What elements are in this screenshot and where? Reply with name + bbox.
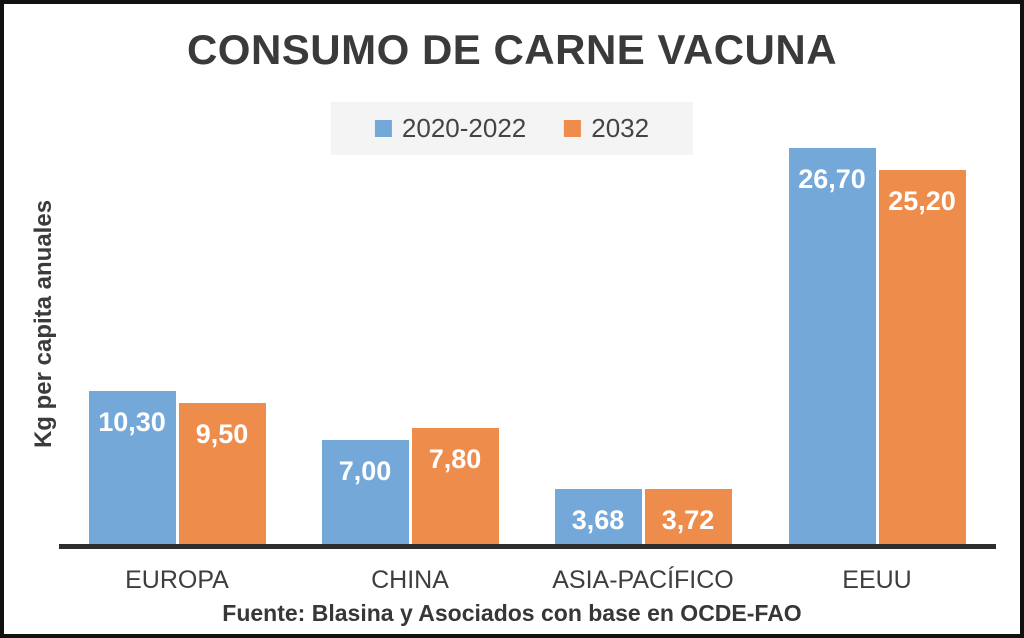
legend: 2020-2022 2032 — [330, 102, 694, 155]
bar-2032-china: 7,80 — [411, 428, 499, 544]
bar-2020-2022-europa: 10,30 — [88, 391, 176, 544]
bar-value-label: 7,80 — [428, 444, 482, 475]
bar-value-label: 3,72 — [661, 504, 715, 535]
x-axis-line — [59, 544, 996, 549]
legend-label-2020-2022: 2020-2022 — [401, 113, 527, 143]
bar-value-label: 10,30 — [98, 407, 166, 438]
bar-value-label: 9,50 — [195, 419, 249, 450]
bar-value-label: 7,00 — [338, 456, 392, 487]
x-axis-category-europa: EUROPA — [125, 566, 229, 594]
bar-2032-asia-pacífico: 3,72 — [644, 488, 732, 544]
chart-title: CONSUMO DE CARNE VACUNA — [186, 26, 838, 73]
legend-label-2032: 2032 — [591, 113, 650, 143]
bar-2020-2022-asia-pacífico: 3,68 — [554, 489, 642, 544]
bar-value-label: 26,70 — [798, 164, 866, 195]
bar-2020-2022-eeuu: 26,70 — [788, 148, 876, 544]
plot-area: 10,30 9,50 EUROPA 7,00 7,80 CHINA 3,68 3,72 ASIA… — [4, 4, 1020, 634]
x-axis-category-eeuu: EEUU — [842, 566, 912, 594]
bar-2032-eeuu: 25,20 — [878, 170, 966, 544]
legend-item-2032: 2032 — [564, 113, 649, 144]
legend-swatch-orange-icon — [564, 120, 582, 137]
bar-2020-2022-china: 7,00 — [321, 440, 409, 544]
legend-swatch-blue-icon — [374, 120, 392, 137]
source-caption: Fuente: Blasina y Asociados con base en … — [222, 600, 802, 626]
legend-item-2020-2022: 2020-2022 — [374, 113, 527, 144]
bar-value-label: 3,68 — [571, 505, 625, 536]
x-axis-category-china: CHINA — [371, 566, 449, 594]
bar-value-label: 25,20 — [888, 186, 956, 217]
x-axis-category-asia-pacífico: ASIA-PACÍFICO — [552, 566, 734, 594]
bar-2032-europa: 9,50 — [178, 403, 266, 544]
